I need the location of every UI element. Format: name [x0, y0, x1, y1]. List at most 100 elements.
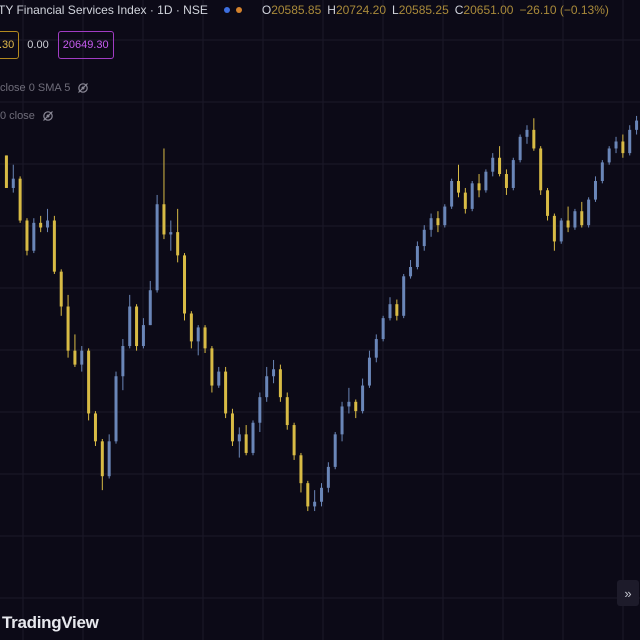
candle-body — [196, 327, 200, 342]
candle — [600, 160, 604, 184]
candle — [217, 366, 221, 388]
candle — [546, 187, 550, 221]
candle-body — [230, 413, 234, 442]
candle — [162, 148, 166, 240]
symbol-title[interactable]: TY Financial Services Index · 1D · NSE — [0, 3, 208, 17]
candle-body — [402, 276, 406, 316]
candle-body — [504, 174, 508, 188]
candle-body — [525, 129, 529, 137]
candle — [251, 420, 255, 456]
indicator-label: 0 close — [0, 110, 35, 122]
candle-body — [59, 271, 63, 307]
candle-body — [25, 220, 29, 251]
candle-body — [73, 350, 77, 365]
candle — [463, 187, 467, 214]
candle-body — [573, 211, 577, 228]
candle — [587, 197, 591, 228]
tradingview-logo[interactable]: TradingView — [2, 613, 99, 632]
candle — [374, 334, 378, 363]
indicator-legend-close[interactable]: 0 close — [0, 110, 54, 122]
candle-body — [155, 204, 159, 291]
candle-body — [470, 183, 474, 209]
candle — [93, 411, 97, 446]
indicator-legend-sma[interactable]: close 0 SMA 5 — [0, 82, 89, 94]
candle — [552, 213, 556, 251]
candle — [59, 269, 63, 316]
eye-crossed-icon[interactable] — [42, 110, 54, 122]
candle-body — [456, 181, 460, 193]
candle-body — [217, 371, 221, 386]
candle-body — [176, 232, 180, 256]
candle-body — [347, 401, 351, 407]
candle-body — [361, 385, 365, 412]
candle — [258, 392, 262, 433]
candle-body — [210, 348, 214, 386]
double-chevron-right-icon: » — [624, 585, 632, 601]
candle — [141, 318, 145, 349]
candle — [607, 146, 611, 165]
candle — [299, 452, 303, 493]
candle — [367, 350, 371, 388]
candle-body — [580, 211, 584, 226]
candle — [18, 176, 22, 223]
candle — [25, 218, 29, 256]
candle — [511, 157, 515, 191]
candle-body — [552, 215, 556, 242]
candle — [148, 280, 152, 326]
candle — [176, 208, 180, 263]
candle-body — [121, 346, 125, 377]
candle — [491, 153, 495, 177]
candle-body — [559, 220, 563, 242]
candle — [566, 206, 570, 233]
candle — [313, 490, 317, 512]
candle — [80, 346, 84, 372]
candle-body — [326, 466, 330, 488]
candle — [224, 366, 228, 419]
candle-body — [299, 455, 303, 484]
candle-body — [18, 178, 22, 221]
scroll-to-realtime-button[interactable]: » — [617, 580, 639, 606]
candle — [230, 408, 234, 446]
candle — [135, 304, 139, 351]
candle — [4, 155, 8, 188]
candle-body — [258, 397, 262, 423]
candle-body — [135, 306, 139, 347]
candle — [189, 311, 193, 349]
candle — [573, 208, 577, 230]
chart-legend-header[interactable]: TY Financial Services Index · 1D · NSE O… — [0, 0, 640, 20]
market-status-orange-dot-icon — [235, 7, 242, 13]
sell-price-button[interactable]: .30 — [0, 31, 20, 59]
candle — [429, 213, 433, 237]
candle-body — [39, 222, 43, 228]
open-label: O — [261, 3, 272, 17]
candle-body — [546, 190, 550, 216]
candle-body — [107, 441, 111, 477]
candle-body — [292, 425, 296, 456]
candle — [635, 115, 639, 135]
candle — [100, 439, 104, 491]
candle-body — [169, 232, 173, 235]
candle — [272, 359, 276, 384]
candle — [306, 480, 310, 512]
candle-body — [374, 339, 378, 358]
candle-body — [265, 376, 269, 398]
candle — [244, 425, 248, 456]
low-label: L — [392, 3, 399, 17]
candle-body — [224, 371, 228, 414]
candle-body — [93, 413, 97, 442]
candle-body — [80, 350, 84, 365]
candle — [87, 348, 91, 421]
candle — [155, 194, 159, 293]
low-value: 20585.25 — [398, 3, 449, 17]
candle — [456, 164, 460, 198]
candle-body — [388, 304, 392, 319]
candle — [107, 434, 111, 479]
eye-crossed-icon[interactable] — [77, 82, 89, 94]
candle — [593, 176, 597, 202]
buy-price-button[interactable]: 20649.30 — [57, 31, 114, 59]
candle — [525, 125, 529, 144]
candle — [395, 299, 399, 321]
candle-body — [244, 434, 248, 453]
candle-body — [272, 369, 276, 377]
